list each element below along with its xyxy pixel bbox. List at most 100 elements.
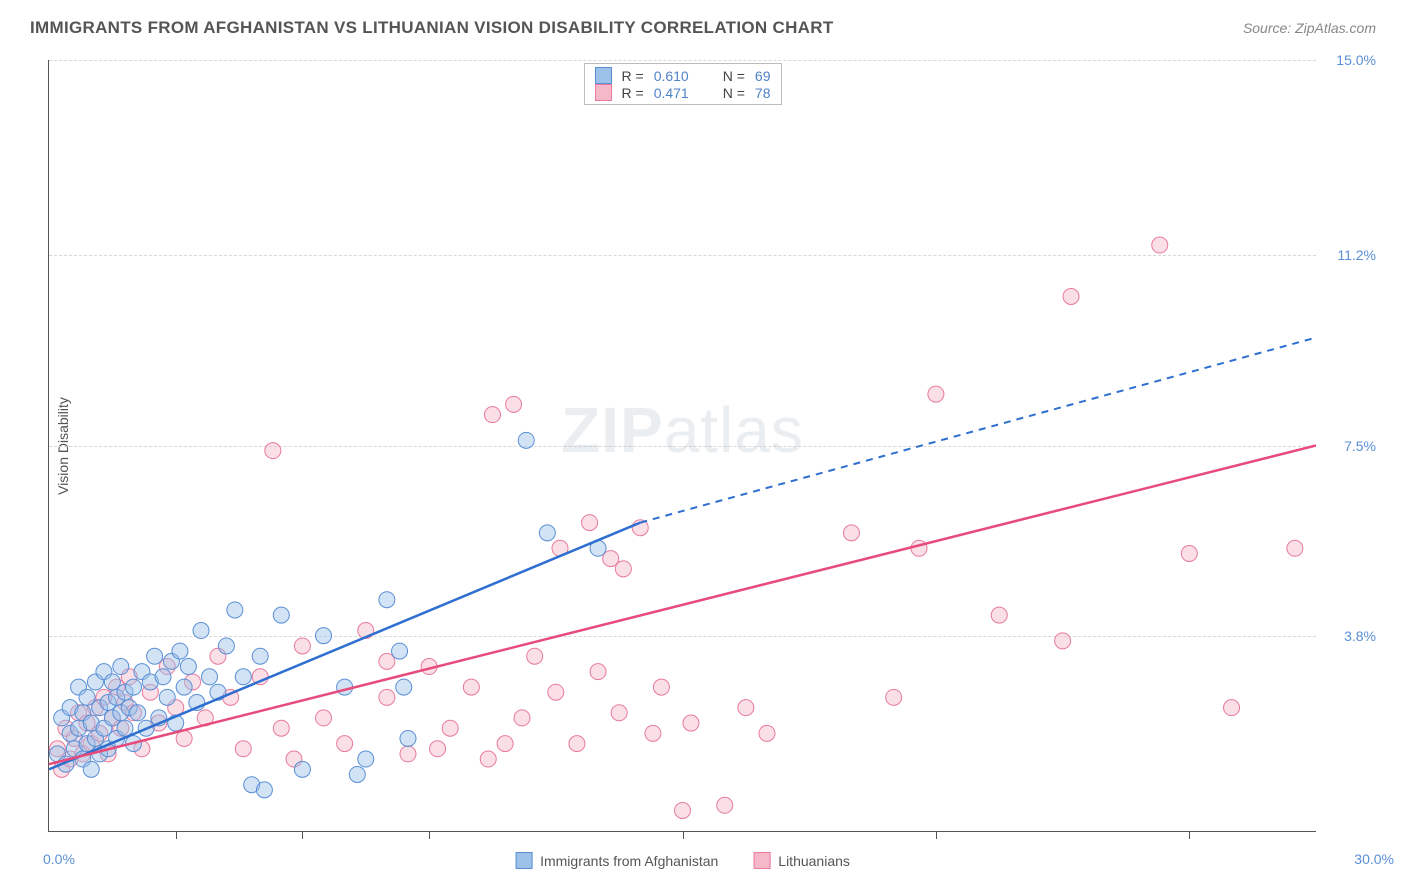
data-point-afghanistan [337,679,353,695]
swatch-series-1 [595,84,612,101]
source-credit: Source: ZipAtlas.com [1243,20,1376,36]
data-point-afghanistan [396,679,412,695]
data-point-afghanistan [172,643,188,659]
data-point-afghanistan [273,607,289,623]
chart-area: 3.8%7.5%11.2%15.0% ZIPatlas R = 0.610 N … [48,60,1316,832]
data-point-lithuanians [1181,545,1197,561]
x-tick [683,831,684,839]
data-point-afghanistan [256,782,272,798]
stats-row-0: R = 0.610 N = 69 [595,67,771,84]
r-value-0: 0.610 [654,68,689,84]
data-point-afghanistan [252,648,268,664]
x-tick [1189,831,1190,839]
data-point-lithuanians [1055,633,1071,649]
data-point-lithuanians [497,736,513,752]
legend-label-1: Lithuanians [778,853,850,869]
x-tick [302,831,303,839]
data-point-afghanistan [201,669,217,685]
data-point-lithuanians [843,525,859,541]
data-point-afghanistan [193,623,209,639]
data-point-afghanistan [180,659,196,675]
data-point-lithuanians [590,664,606,680]
data-point-afghanistan [349,766,365,782]
data-point-afghanistan [83,761,99,777]
data-point-afghanistan [539,525,555,541]
data-point-afghanistan [117,720,133,736]
trendline-extrapolated-afghanistan [640,338,1316,523]
x-label-max: 30.0% [1354,851,1394,867]
data-point-lithuanians [1287,540,1303,556]
x-tick [936,831,937,839]
data-point-afghanistan [155,669,171,685]
y-tick-label: 15.0% [1336,52,1376,68]
data-point-afghanistan [358,751,374,767]
data-point-afghanistan [125,679,141,695]
data-point-lithuanians [738,700,754,716]
legend-swatch-0 [515,852,532,869]
data-point-afghanistan [218,638,234,654]
data-point-lithuanians [582,515,598,531]
source-name: ZipAtlas.com [1295,20,1376,36]
data-point-lithuanians [316,710,332,726]
data-point-afghanistan [316,628,332,644]
data-point-lithuanians [886,689,902,705]
legend-swatch-1 [753,852,770,869]
data-point-lithuanians [400,746,416,762]
legend-label-0: Immigrants from Afghanistan [540,853,718,869]
data-point-lithuanians [463,679,479,695]
data-point-lithuanians [569,736,585,752]
data-point-lithuanians [645,725,661,741]
data-point-lithuanians [514,710,530,726]
data-point-lithuanians [430,741,446,757]
y-tick-label: 7.5% [1344,438,1376,454]
data-point-lithuanians [675,802,691,818]
series-legend: Immigrants from Afghanistan Lithuanians [515,852,850,869]
scatter-svg [49,60,1316,831]
data-point-afghanistan [518,432,534,448]
data-point-lithuanians [1063,288,1079,304]
data-point-afghanistan [147,648,163,664]
data-point-afghanistan [379,592,395,608]
n-label: N = [723,68,745,84]
source-label: Source: [1243,20,1295,36]
data-point-afghanistan [176,679,192,695]
data-point-lithuanians [527,648,543,664]
data-point-lithuanians [379,689,395,705]
stats-legend: R = 0.610 N = 69 R = 0.471 N = 78 [584,63,782,105]
y-tick-label: 11.2% [1337,247,1376,263]
data-point-afghanistan [227,602,243,618]
data-point-lithuanians [442,720,458,736]
data-point-lithuanians [928,386,944,402]
n-value-1: 78 [755,85,771,101]
r-label: R = [622,85,644,101]
data-point-afghanistan [294,761,310,777]
data-point-lithuanians [653,679,669,695]
trendline-afghanistan [49,523,640,770]
data-point-lithuanians [548,684,564,700]
data-point-lithuanians [991,607,1007,623]
data-point-lithuanians [611,705,627,721]
data-point-afghanistan [392,643,408,659]
data-point-lithuanians [717,797,733,813]
data-point-afghanistan [159,689,175,705]
page-title: IMMIGRANTS FROM AFGHANISTAN VS LITHUANIA… [30,18,834,38]
data-point-lithuanians [759,725,775,741]
legend-item-0: Immigrants from Afghanistan [515,852,718,869]
data-point-afghanistan [400,730,416,746]
y-tick-label: 3.8% [1344,628,1376,644]
data-point-afghanistan [113,659,129,675]
data-point-lithuanians [683,715,699,731]
r-label: R = [622,68,644,84]
data-point-lithuanians [615,561,631,577]
n-value-0: 69 [755,68,771,84]
data-point-lithuanians [506,396,522,412]
data-point-lithuanians [1224,700,1240,716]
swatch-series-0 [595,67,612,84]
r-value-1: 0.471 [654,85,689,101]
x-label-min: 0.0% [43,851,75,867]
data-point-lithuanians [273,720,289,736]
n-label: N = [723,85,745,101]
data-point-lithuanians [484,407,500,423]
data-point-afghanistan [235,669,251,685]
x-tick [429,831,430,839]
